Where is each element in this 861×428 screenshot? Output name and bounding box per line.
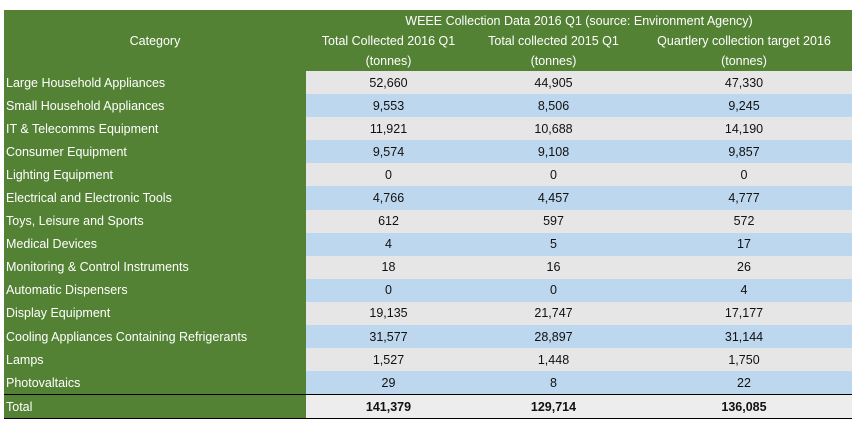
target-2016-cell: 572 xyxy=(636,209,852,233)
target-2016-cell: 4,777 xyxy=(636,186,852,210)
target-2016-cell: 47,330 xyxy=(636,71,852,95)
value-2015-cell: 8 xyxy=(471,371,636,395)
value-2015-cell: 10,688 xyxy=(471,117,636,141)
table-row: Cooling Appliances Containing Refrigeran… xyxy=(4,325,852,349)
value-2016-cell: 4 xyxy=(306,232,471,256)
category-cell: Lamps xyxy=(4,348,306,372)
col-unit-2015: (tonnes) xyxy=(471,51,636,71)
value-2015-cell: 4,457 xyxy=(471,186,636,210)
category-header: Category xyxy=(4,10,306,71)
table-row: Medical Devices 4 5 17 xyxy=(4,232,852,256)
category-cell: Lighting Equipment xyxy=(4,163,306,187)
col-unit-2016: (tonnes) xyxy=(306,51,471,71)
value-2015-cell: 0 xyxy=(471,163,636,187)
value-2015-cell: 16 xyxy=(471,255,636,279)
table-row: Photovaltaics 29 8 22 xyxy=(4,371,852,395)
category-cell: Small Household Appliances xyxy=(4,94,306,118)
category-cell: Monitoring & Control Instruments xyxy=(4,255,306,279)
target-2016-cell: 14,190 xyxy=(636,117,852,141)
table-row: Monitoring & Control Instruments 18 16 26 xyxy=(4,255,852,279)
value-2015-cell: 1,448 xyxy=(471,348,636,372)
target-2016-cell: 22 xyxy=(636,371,852,395)
target-2016-cell: 26 xyxy=(636,255,852,279)
target-2016-total: 136,085 xyxy=(636,394,852,420)
value-2016-cell: 9,553 xyxy=(306,94,471,118)
col-header-2016: Total Collected 2016 Q1 xyxy=(306,31,471,51)
col-unit-target: (tonnes) xyxy=(636,51,852,71)
value-2016-cell: 11,921 xyxy=(306,117,471,141)
category-cell: Large Household Appliances xyxy=(4,71,306,95)
table-row: Display Equipment 19,135 21,747 17,177 xyxy=(4,301,852,326)
target-2016-cell: 17,177 xyxy=(636,301,852,326)
value-2015-cell: 28,897 xyxy=(471,325,636,349)
target-2016-cell: 0 xyxy=(636,163,852,187)
target-2016-cell: 17 xyxy=(636,232,852,256)
value-2016-cell: 1,527 xyxy=(306,348,471,372)
target-2016-cell: 4 xyxy=(636,278,852,302)
value-2016-cell: 9,574 xyxy=(306,140,471,164)
category-cell: Toys, Leisure and Sports xyxy=(4,209,306,233)
value-2016-cell: 18 xyxy=(306,255,471,279)
category-cell: IT & Telecomms Equipment xyxy=(4,117,306,141)
value-2015-cell: 21,747 xyxy=(471,301,636,326)
value-2016-total: 141,379 xyxy=(306,394,471,420)
category-cell: Cooling Appliances Containing Refrigeran… xyxy=(4,325,306,349)
target-2016-cell: 31,144 xyxy=(636,325,852,349)
value-2015-cell: 9,108 xyxy=(471,140,636,164)
category-cell: Electrical and Electronic Tools xyxy=(4,186,306,210)
col-header-target: Quartlery collection target 2016 xyxy=(636,31,852,51)
category-cell: Photovaltaics xyxy=(4,371,306,395)
value-2016-cell: 0 xyxy=(306,278,471,302)
table-title: WEEE Collection Data 2016 Q1 (source: En… xyxy=(306,10,852,31)
value-2015-cell: 8,506 xyxy=(471,94,636,118)
table-row: Consumer Equipment 9,574 9,108 9,857 xyxy=(4,140,852,164)
value-2015-cell: 0 xyxy=(471,278,636,302)
value-2016-cell: 29 xyxy=(306,371,471,395)
table-row: Large Household Appliances 52,660 44,905 47… xyxy=(4,71,852,95)
value-2016-cell: 31,577 xyxy=(306,325,471,349)
total-row: Total 141,379 129,714 136,085 xyxy=(4,394,852,420)
value-2016-cell: 52,660 xyxy=(306,71,471,95)
target-2016-cell: 1,750 xyxy=(636,348,852,372)
category-cell: Automatic Dispensers xyxy=(4,278,306,302)
table-row: IT & Telecomms Equipment 11,921 10,688 14,1… xyxy=(4,117,852,141)
table-row: Small Household Appliances 9,553 8,506 9,24… xyxy=(4,94,852,118)
value-2015-cell: 5 xyxy=(471,232,636,256)
table-row: Electrical and Electronic Tools 4,766 4,45… xyxy=(4,186,852,210)
target-2016-cell: 9,245 xyxy=(636,94,852,118)
weee-collection-table: Category WEEE Collection Data 2016 Q1 (s… xyxy=(4,10,852,420)
value-2015-cell: 44,905 xyxy=(471,71,636,95)
category-cell: Consumer Equipment xyxy=(4,140,306,164)
col-header-2015: Total collected 2015 Q1 xyxy=(471,31,636,51)
category-cell: Display Equipment xyxy=(4,301,306,326)
value-2015-total: 129,714 xyxy=(471,394,636,420)
value-2016-cell: 0 xyxy=(306,163,471,187)
value-2016-cell: 19,135 xyxy=(306,301,471,326)
value-2015-cell: 597 xyxy=(471,209,636,233)
table-row: Lighting Equipment 0 0 0 xyxy=(4,163,852,187)
table-row: Lamps 1,527 1,448 1,750 xyxy=(4,348,852,372)
value-2016-cell: 4,766 xyxy=(306,186,471,210)
table-row: Toys, Leisure and Sports 612 597 572 xyxy=(4,209,852,233)
value-2016-cell: 612 xyxy=(306,209,471,233)
table-row: Automatic Dispensers 0 0 4 xyxy=(4,278,852,302)
target-2016-cell: 9,857 xyxy=(636,140,852,164)
category-cell: Medical Devices xyxy=(4,232,306,256)
total-label: Total xyxy=(4,394,306,420)
